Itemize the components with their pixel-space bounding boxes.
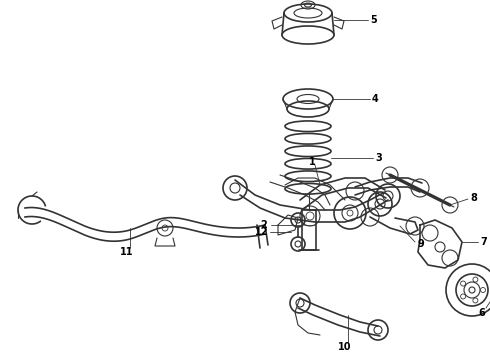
Text: 8: 8 (470, 193, 477, 203)
Text: 5: 5 (370, 15, 377, 25)
Text: 2: 2 (260, 220, 267, 230)
Text: 11: 11 (120, 247, 134, 257)
Text: 10: 10 (338, 342, 352, 352)
Bar (302, 210, 316, 250)
Text: 7: 7 (480, 237, 487, 247)
Text: 4: 4 (372, 94, 379, 104)
Text: 6: 6 (479, 308, 486, 318)
Text: 12: 12 (254, 227, 268, 237)
Text: 9: 9 (417, 239, 424, 249)
Text: 3: 3 (375, 153, 382, 162)
Text: 1: 1 (309, 157, 316, 167)
